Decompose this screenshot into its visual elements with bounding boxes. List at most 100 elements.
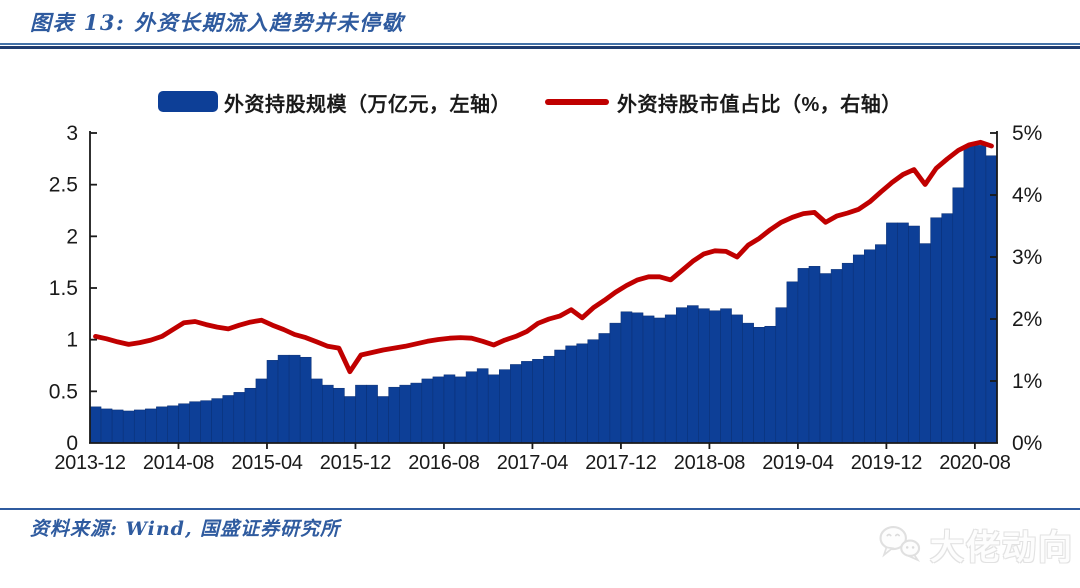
y-right-tick-label: 4% [1012, 184, 1042, 207]
x-tick-label: 2015-12 [320, 452, 391, 474]
bar [299, 356, 312, 444]
y-left-tick-label: 2.5 [49, 174, 78, 197]
bar [288, 354, 301, 444]
figure-title: 图表 13: 外资长期流入趋势并未停歇 [30, 10, 405, 35]
title-rule-thick [0, 45, 1080, 49]
x-tick-label: 2019-12 [851, 452, 922, 474]
x-tick-label: 2018-08 [674, 452, 745, 474]
source-rule [0, 508, 1080, 510]
bar [244, 387, 257, 444]
legend-bar-label: 外资持股规模（万亿元，左轴） [224, 94, 511, 116]
bar [399, 384, 412, 444]
x-tick-label: 2013-12 [54, 452, 125, 474]
y-right-tick-label: 2% [1012, 308, 1042, 331]
bar [111, 409, 124, 444]
bar [852, 254, 865, 444]
bar [222, 395, 235, 444]
bar [145, 408, 157, 444]
bar [89, 406, 102, 444]
bar [764, 325, 777, 444]
bar [532, 359, 544, 444]
legend-line-label: 外资持股市值占比（%，右轴） [617, 94, 902, 116]
y-left-tick-label: 1.5 [49, 277, 78, 300]
bar [841, 262, 854, 444]
bar [310, 378, 323, 444]
y-left-tick-label: 1 [66, 329, 78, 352]
bar [167, 405, 179, 444]
bar [200, 400, 212, 444]
bar [941, 213, 954, 444]
y-right-tick-label: 3% [1012, 246, 1042, 269]
bar [576, 343, 588, 444]
y-left-tick-label: 3 [66, 122, 78, 145]
bar [664, 314, 677, 444]
combo-chart: 0 0.5 1 1.5 2 2.5 3 0% 1% 2% 3% 4% 5% 2013-12 2014-08 2… [49, 122, 1043, 474]
bar [753, 327, 765, 444]
y-right-tick-label: 5% [1012, 122, 1042, 145]
bar [355, 384, 367, 444]
bar [653, 317, 666, 444]
y-left-tick-label: 0.5 [49, 380, 78, 403]
bar [211, 398, 223, 444]
watermark: 大佬动向 [878, 516, 1074, 572]
bar [410, 382, 423, 444]
bar [609, 322, 622, 444]
bar [443, 374, 456, 444]
chat-bubbles-icon [879, 526, 921, 563]
bar [963, 145, 976, 444]
bar [156, 406, 168, 444]
bar [499, 369, 511, 444]
bar [377, 396, 389, 444]
bar [421, 378, 434, 444]
bar [819, 273, 832, 444]
line-series [93, 139, 994, 375]
bar [709, 310, 721, 444]
bar [476, 368, 489, 444]
bar [698, 308, 710, 444]
watermark-text: 大佬动向 [930, 528, 1074, 567]
bar [908, 225, 920, 444]
bar [233, 392, 246, 444]
x-tick-label: 2019-04 [762, 452, 833, 474]
x-tick-label: 2015-04 [231, 452, 302, 474]
bar [786, 281, 799, 444]
bar [930, 217, 942, 444]
bar [587, 339, 600, 444]
bar [344, 396, 356, 444]
bar [454, 376, 467, 444]
bar [642, 315, 655, 444]
bar [388, 386, 400, 444]
bar [189, 401, 201, 444]
bar [100, 408, 113, 444]
bar [510, 364, 522, 444]
bar [598, 333, 611, 444]
bar [775, 307, 788, 444]
bar [742, 322, 754, 444]
x-tick-label: 2017-04 [497, 452, 568, 474]
bar [366, 384, 378, 444]
bar [333, 387, 345, 444]
x-tick-label: 2020-08 [939, 452, 1010, 474]
bar [830, 269, 843, 444]
bar [521, 361, 533, 444]
bar [974, 145, 987, 444]
bar [985, 155, 998, 444]
bar-series [89, 145, 998, 444]
source-text: 资料来源: Wind, 国盛证券研究所 [30, 518, 341, 540]
x-tick-label: 2014-08 [143, 452, 214, 474]
bar [797, 268, 810, 444]
y-left-tick-label: 0 [66, 432, 78, 455]
bar [277, 354, 290, 444]
bar [952, 187, 965, 444]
bar [178, 403, 190, 444]
bar [875, 244, 887, 444]
bar [266, 360, 279, 444]
bar [322, 384, 334, 444]
bar [808, 266, 821, 444]
bar [731, 314, 743, 444]
legend-bar-swatch [158, 91, 218, 112]
bar [543, 355, 555, 444]
bar [720, 308, 732, 444]
bar [554, 349, 566, 444]
